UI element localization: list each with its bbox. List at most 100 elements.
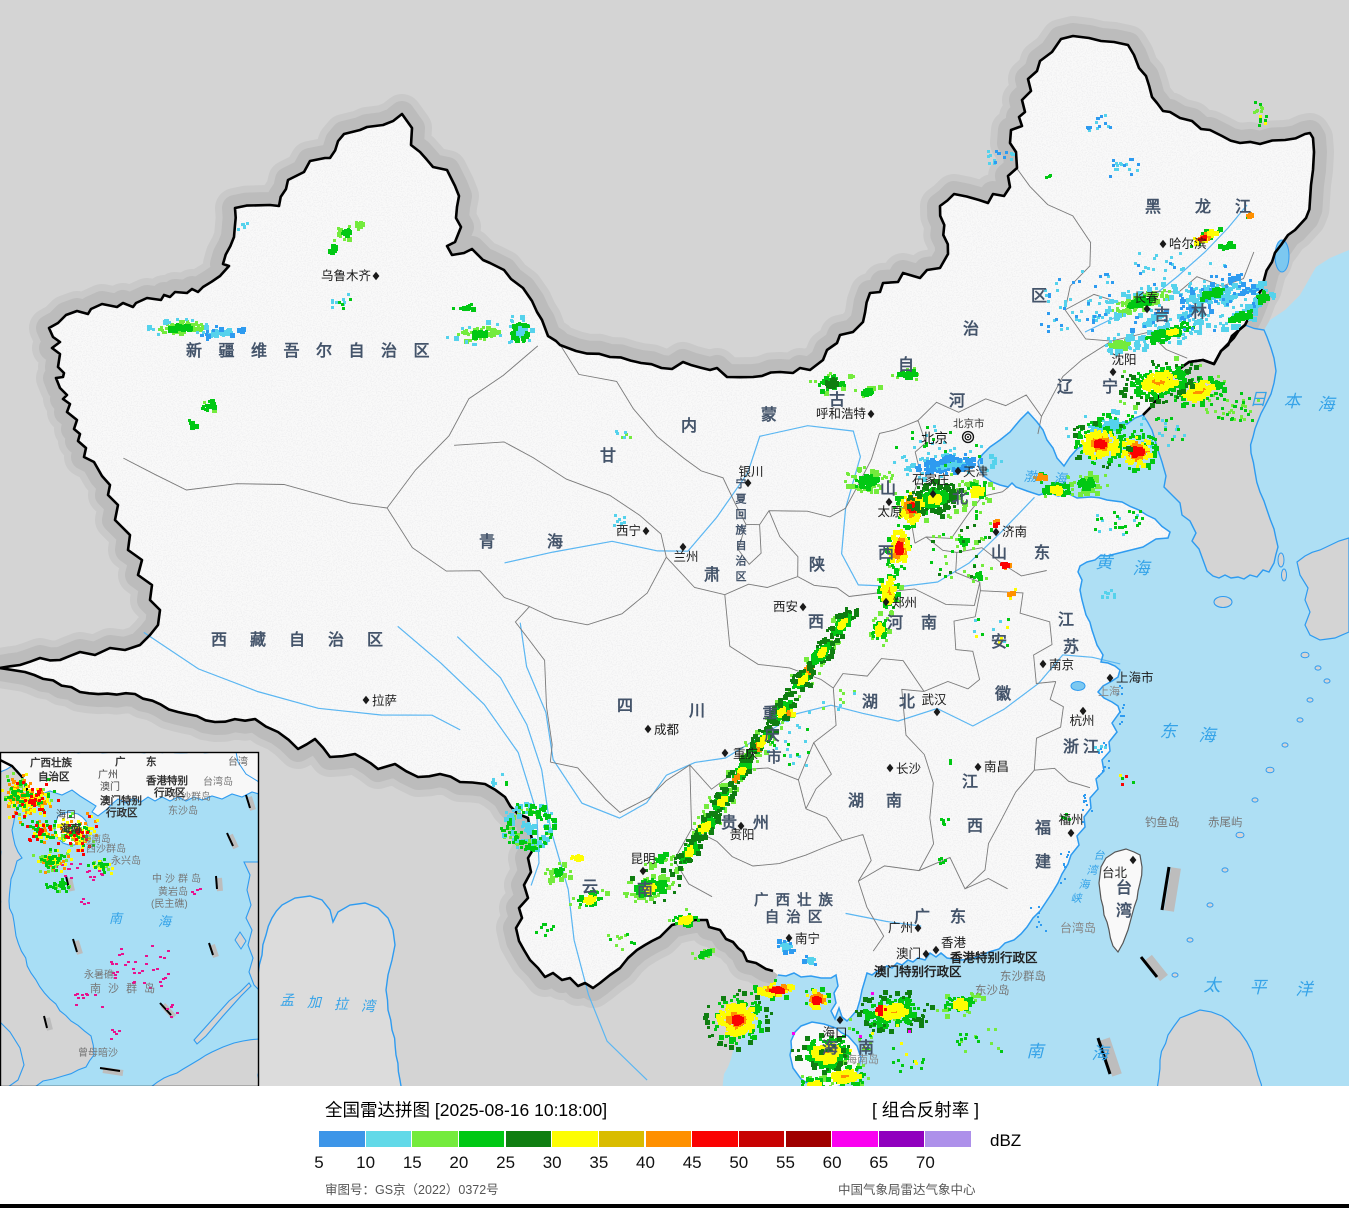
svg-text:澳门特别行政区: 澳门特别行政区 — [874, 964, 962, 979]
svg-text:东沙群岛: 东沙群岛 — [1000, 969, 1046, 983]
svg-text:澳门特别: 澳门特别 — [100, 794, 142, 807]
svg-text:南 沙 群 岛: 南 沙 群 岛 — [90, 981, 157, 995]
svg-text:西沙群岛: 西沙群岛 — [86, 842, 126, 855]
svg-text:东沙群岛: 东沙群岛 — [171, 790, 211, 803]
svg-text:重: 重 — [762, 704, 777, 722]
svg-text:东: 东 — [1034, 543, 1050, 562]
svg-text:南: 南 — [109, 911, 124, 926]
svg-text:渤: 渤 — [1023, 469, 1038, 484]
svg-text:(民主礁): (民主礁) — [151, 897, 188, 910]
svg-text:甘: 甘 — [600, 447, 616, 465]
svg-text:永暑礁: 永暑礁 — [84, 968, 114, 981]
svg-text:福: 福 — [1034, 818, 1051, 837]
svg-text:广: 广 — [914, 907, 930, 926]
svg-text:太: 太 — [1204, 976, 1223, 995]
svg-text:夏: 夏 — [736, 493, 748, 506]
svg-text:曾母暗沙: 曾母暗沙 — [78, 1046, 118, 1059]
svg-text:济南: 济南 — [1002, 524, 1027, 539]
svg-text:广西壮族: 广西壮族 — [30, 756, 72, 769]
svg-text:台北: 台北 — [1102, 865, 1128, 880]
svg-text:太原: 太原 — [877, 504, 902, 519]
svg-text:龙: 龙 — [1194, 197, 1211, 216]
svg-text:乌鲁木齐: 乌鲁木齐 — [321, 268, 372, 283]
svg-text:区: 区 — [1031, 287, 1047, 305]
svg-text:治: 治 — [328, 630, 344, 649]
svg-text:加: 加 — [307, 994, 323, 1010]
svg-text:海口: 海口 — [822, 1025, 847, 1040]
svg-text:回: 回 — [736, 507, 747, 521]
svg-text:海: 海 — [547, 532, 563, 551]
svg-text:山: 山 — [880, 480, 896, 498]
svg-text:宁: 宁 — [1102, 377, 1118, 396]
svg-text:海: 海 — [822, 1038, 838, 1057]
svg-text:香港特别行政区: 香港特别行政区 — [949, 950, 1038, 965]
svg-text:石家庄: 石家庄 — [912, 472, 950, 487]
svg-text:西宁: 西宁 — [616, 523, 641, 538]
svg-text:河: 河 — [949, 391, 965, 410]
svg-text:吉: 吉 — [1154, 305, 1170, 324]
svg-text:徽: 徽 — [994, 684, 1012, 703]
svg-text:本: 本 — [1284, 392, 1303, 411]
svg-text:东: 东 — [146, 755, 157, 768]
svg-text:长沙: 长沙 — [896, 762, 922, 776]
svg-text:澳门: 澳门 — [896, 946, 921, 961]
svg-text:台: 台 — [1116, 878, 1132, 897]
svg-text:浙: 浙 — [1063, 737, 1079, 756]
svg-text:香港特别: 香港特别 — [145, 774, 188, 787]
svg-text:西安: 西安 — [773, 599, 798, 614]
svg-text:黑: 黑 — [1145, 198, 1161, 216]
svg-text:武汉: 武汉 — [921, 693, 947, 707]
svg-text:州: 州 — [752, 814, 769, 832]
svg-text:洋: 洋 — [1296, 980, 1315, 999]
svg-text:治: 治 — [736, 554, 747, 568]
svg-text:海: 海 — [1318, 395, 1338, 414]
svg-text:四: 四 — [617, 698, 633, 715]
svg-text:自: 自 — [736, 538, 747, 552]
svg-text:沈阳: 沈阳 — [1111, 352, 1136, 367]
svg-text:南宁: 南宁 — [795, 931, 820, 946]
svg-text:安: 安 — [991, 632, 1007, 651]
svg-text:自: 自 — [898, 355, 914, 374]
svg-text:市: 市 — [766, 748, 781, 766]
svg-text:治: 治 — [963, 319, 979, 338]
svg-text:贵阳: 贵阳 — [729, 828, 754, 842]
svg-text:东沙岛: 东沙岛 — [975, 983, 1010, 997]
svg-text:西: 西 — [211, 631, 227, 649]
svg-text:南: 南 — [921, 613, 937, 632]
svg-text:青: 青 — [479, 532, 495, 551]
svg-text:北京市: 北京市 — [953, 417, 985, 430]
svg-text:海: 海 — [1053, 471, 1068, 486]
svg-text:海南岛: 海南岛 — [82, 833, 111, 845]
svg-text:南昌: 南昌 — [984, 759, 1009, 774]
svg-text:湾: 湾 — [361, 998, 377, 1014]
svg-text:孟: 孟 — [280, 992, 295, 1008]
svg-text:内: 内 — [681, 416, 697, 435]
svg-text:广西壮族: 广西壮族 — [754, 891, 840, 909]
svg-text:海口: 海口 — [56, 808, 76, 821]
svg-text:呼和浩特: 呼和浩特 — [816, 406, 866, 421]
svg-text:自: 自 — [289, 630, 305, 649]
svg-text:昆明: 昆明 — [630, 852, 655, 866]
svg-text:蒙: 蒙 — [761, 405, 777, 424]
svg-text:江: 江 — [1235, 198, 1251, 216]
svg-text:黄: 黄 — [1096, 553, 1115, 572]
svg-text:黄岩岛: 黄岩岛 — [158, 885, 188, 898]
svg-text:台: 台 — [1094, 849, 1106, 862]
svg-text:北: 北 — [952, 489, 968, 507]
svg-text:平: 平 — [1250, 978, 1269, 997]
svg-text:钓鱼岛: 钓鱼岛 — [1145, 815, 1180, 829]
svg-text:南: 南 — [637, 880, 653, 899]
svg-text:拉萨: 拉萨 — [372, 693, 397, 708]
svg-text:自治区: 自治区 — [765, 908, 830, 926]
svg-text:湖: 湖 — [848, 792, 864, 810]
svg-text:族: 族 — [736, 523, 748, 537]
svg-text:峡: 峡 — [1071, 892, 1084, 905]
svg-text:海: 海 — [1199, 726, 1219, 745]
svg-text:南: 南 — [886, 791, 902, 810]
svg-text:台湾岛: 台湾岛 — [203, 775, 233, 788]
svg-text:吾: 吾 — [283, 342, 299, 360]
svg-text:东沙岛: 东沙岛 — [168, 804, 198, 817]
svg-text:香港: 香港 — [941, 936, 967, 950]
svg-text:海: 海 — [1079, 878, 1092, 891]
svg-text:南京: 南京 — [1049, 657, 1074, 672]
